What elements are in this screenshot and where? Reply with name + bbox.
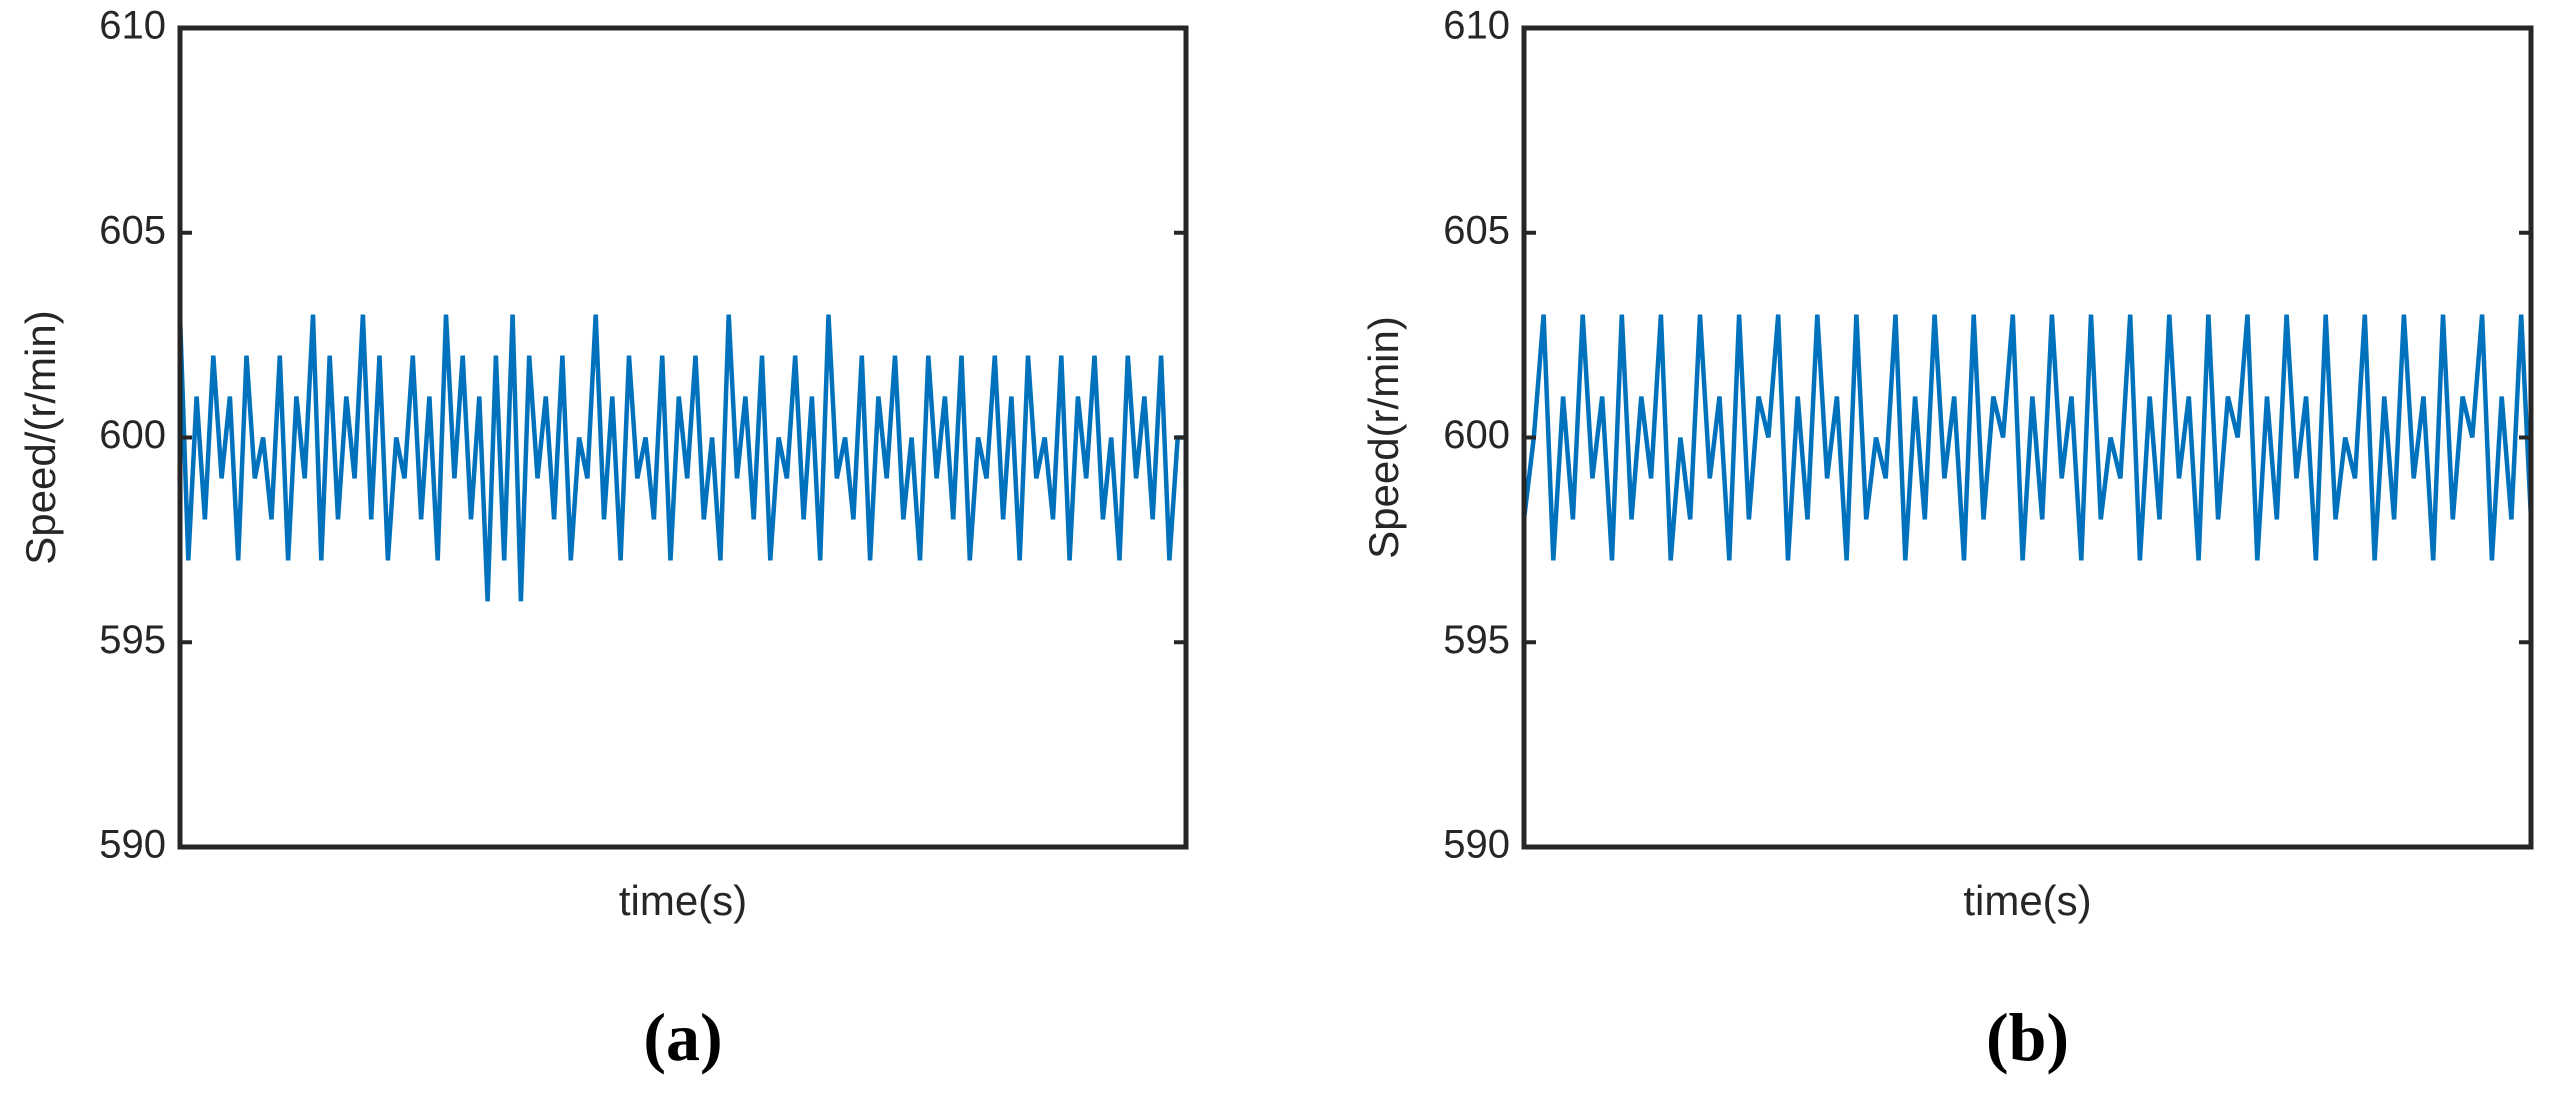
y-tick-label: 590 <box>99 823 166 867</box>
y-tick-label: 590 <box>1443 823 1510 867</box>
x-axis-label: time(s) <box>1963 877 2091 924</box>
y-axis-label: Speed(r/min) <box>1360 316 1407 559</box>
y-axis-label: Speed/(r/min) <box>17 310 64 564</box>
data-line <box>1521 314 2534 561</box>
y-tick-label: 600 <box>1443 413 1510 457</box>
y-tick-label: 610 <box>99 4 166 48</box>
plot-frame <box>1521 25 2534 850</box>
y-tick-label: 605 <box>99 208 166 252</box>
data-line <box>177 314 1186 602</box>
y-tick-label: 595 <box>1443 618 1510 662</box>
x-axis-label: time(s) <box>619 877 747 924</box>
caption: (b) <box>1986 999 2069 1075</box>
y-tick-label: 605 <box>1443 208 1510 252</box>
y-tick-label: 600 <box>99 413 166 457</box>
caption: (a) <box>643 999 722 1075</box>
plot-frame <box>177 25 1189 850</box>
y-tick-label: 610 <box>1443 4 1510 48</box>
y-tick-label: 595 <box>99 618 166 662</box>
